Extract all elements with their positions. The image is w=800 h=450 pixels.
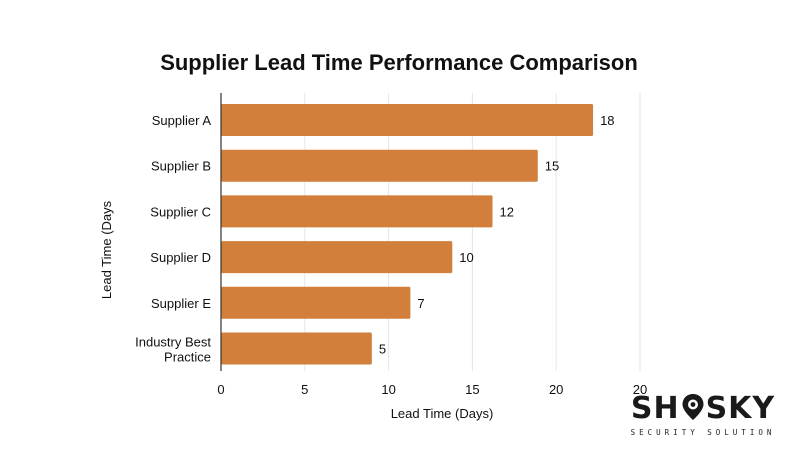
x-tick-labels: 0 5 10 15 20 20	[217, 382, 647, 397]
grid-lines	[304, 93, 641, 371]
bar-value-label: 10	[459, 250, 473, 265]
chart-title: Supplier Lead Time Performance Compariso…	[160, 50, 638, 75]
bar-value-label: 15	[545, 159, 559, 174]
bars	[221, 104, 594, 365]
x-tick-label: 20	[633, 382, 647, 397]
category-label: Industry Best Practice	[135, 335, 211, 365]
logo-word-left: SH	[630, 391, 680, 426]
x-tick-label: 5	[301, 382, 308, 397]
x-tick-label: 15	[465, 382, 479, 397]
bar	[221, 195, 493, 228]
bar	[221, 104, 594, 136]
bar	[221, 332, 372, 365]
logo-word-right: SKY	[705, 391, 776, 426]
bar-value-label: 5	[379, 342, 386, 357]
x-tick-label: 10	[381, 382, 395, 397]
bar-value-label: 12	[500, 204, 514, 219]
logo-tagline: SECURITY SOLUTION	[630, 428, 776, 437]
bar-value-label: 18	[600, 113, 614, 128]
x-axis-label: Lead Time (Days)	[391, 406, 494, 421]
bar-value-label: 7	[417, 296, 424, 311]
category-labels: Supplier A Supplier B Supplier C Supplier D…	[135, 113, 211, 365]
x-tick-label: 20	[549, 382, 563, 397]
shosky-logo: SH SKY SECURITY SOLUTION	[618, 392, 788, 442]
bar	[221, 149, 538, 182]
location-pin-icon	[682, 394, 704, 420]
bar	[221, 241, 453, 274]
logo-wordmark: SH SKY	[618, 392, 788, 426]
category-label: Supplier D	[150, 250, 211, 265]
category-label: Supplier C	[150, 204, 211, 219]
x-tick-label: 0	[217, 382, 224, 397]
category-label: Supplier E	[151, 296, 211, 311]
bar	[221, 286, 411, 319]
category-label: Supplier B	[151, 159, 211, 174]
data-labels: 18 15 12 10 7 5	[379, 113, 615, 357]
y-axis-label: Lead Time (Days	[99, 200, 114, 299]
category-label: Supplier A	[152, 113, 212, 128]
